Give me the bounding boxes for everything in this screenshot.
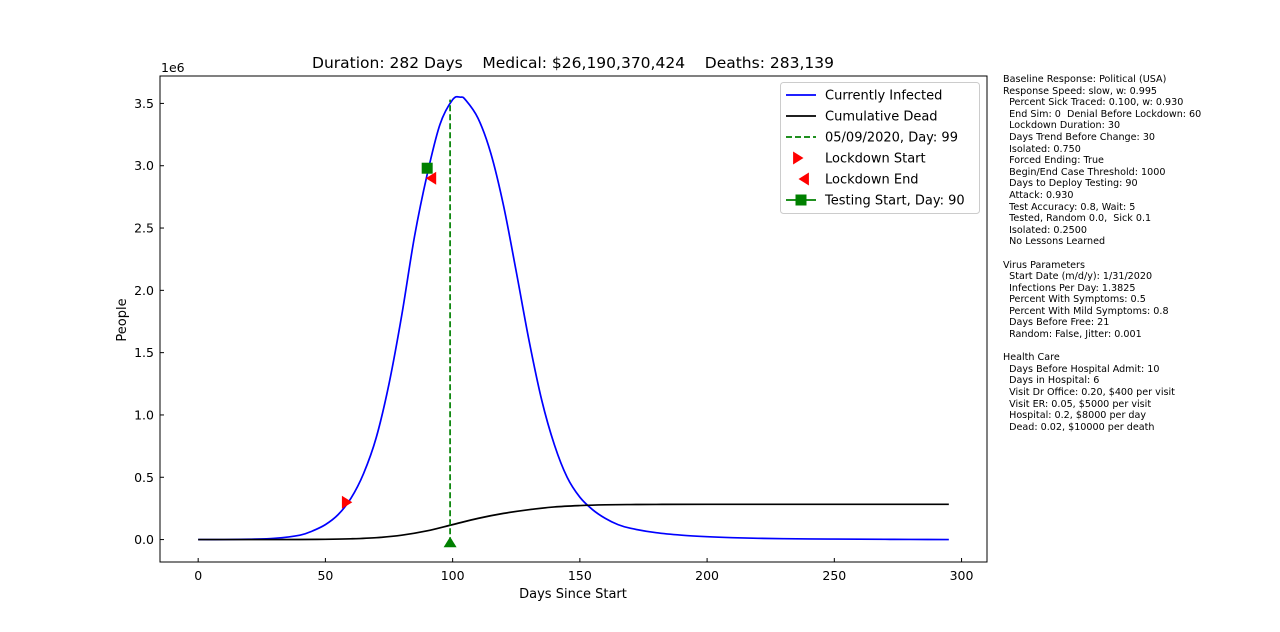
legend-handle [793,151,804,165]
parameter-line: End Sim: 0 Denial Before Lockdown: 60 [1003,108,1202,120]
parameter-line: Random: False, Jitter: 0.001 [1003,329,1142,341]
parameter-line: Percent With Symptoms: 0.5 [1003,294,1146,306]
parameter-line: Baseline Response: Political (USA) [1003,74,1167,85]
parameter-line: Tested, Random 0.0, Sick 0.1 [1003,213,1152,225]
legend-label: 05/09/2020, Day: 99 [825,131,958,146]
parameter-line: Forced Ending: True [1003,155,1104,167]
parameter-line: No Lessons Learned [1003,236,1106,248]
x-tick-label: 100 [441,568,465,583]
series-0-line [198,95,949,541]
series-1-line [198,503,949,541]
y-tick-label: 3.0 [134,158,154,173]
parameter-line: Days Before Hospital Admit: 10 [1003,363,1160,375]
legend-label: Lockdown Start [825,152,926,167]
parameter-line: Isolated: 0.2500 [1003,224,1087,236]
parameter-line: Visit Dr Office: 0.20, $400 per visit [1003,387,1175,399]
y-axis-label: People [115,298,130,341]
legend-handle-marker [795,194,807,206]
parameter-line: Percent With Mild Symptoms: 0.8 [1003,305,1169,317]
series-3-marker [341,495,353,509]
extra-marker-0 [443,536,457,548]
x-axis: 0 50 100 150 200 250 300 [194,558,974,583]
parameter-line: Days in Hospital: 6 [1003,375,1100,387]
parameter-line [1003,341,1273,353]
parameter-line: Hospital: 0.2, $8000 per day [1003,410,1147,422]
parameter-line: Response Speed: slow, w: 0.995 [1003,85,1158,97]
parameter-line: Test Accuracy: 0.8, Wait: 5 [1003,201,1136,213]
x-tick-label: 250 [822,568,846,583]
y-tick-label: 1.0 [134,407,154,422]
plot-area [198,95,949,548]
legend-box [780,82,980,214]
parameter-line: Days Trend Before Change: 30 [1003,131,1156,143]
legend: Currently Infected Cumulative Dead 05/09/2… [780,82,980,214]
parameter-line: Lockdown Duration: 30 [1003,120,1121,132]
parameter-line: Days Before Free: 21 [1003,317,1110,329]
parameters-panel: Baseline Response: Political (USA) Respon… [1003,74,1273,433]
legend-label: Cumulative Dead [825,110,938,125]
parameter-line: Isolated: 0.750 [1003,143,1081,155]
chart-title: Duration: 282 Days Medical: $26,190,370,… [312,54,834,72]
y-tick-label: 3.5 [134,96,154,111]
parameter-line: Begin/End Case Threshold: 1000 [1003,166,1166,178]
series-4-marker [425,171,437,185]
x-tick-label: 150 [568,568,592,583]
y-axis: 0.0 0.5 1.0 1.5 2.0 2.5 3.0 3.5 [134,96,164,547]
parameter-line: Days to Deploy Testing: 90 [1003,178,1138,190]
y-tick-label: 0.5 [134,470,154,485]
series-5-marker [421,162,433,174]
parameter-line: Visit ER: 0.05, $5000 per visit [1003,398,1152,410]
x-tick-label: 300 [950,568,974,583]
parameter-line: Attack: 0.930 [1003,189,1074,201]
x-tick-label: 50 [317,568,333,583]
parameter-line: Infections Per Day: 1.3825 [1003,282,1136,294]
y-tick-label: 0.0 [134,532,154,547]
y-tick-label: 2.0 [134,283,154,298]
parameter-line: Health Care [1003,352,1060,364]
y-tick-label: 2.5 [134,221,154,236]
legend-label: Currently Infected [825,89,942,104]
legend-handle [798,172,809,186]
x-tick-label: 0 [194,568,202,583]
legend-label: Testing Start, Day: 90 [824,194,965,209]
y-offset-label: 1e6 [161,60,185,75]
legend-label: Lockdown End [825,173,919,188]
parameter-line: Virus Parameters [1003,259,1086,271]
plot-frame [159,75,988,563]
parameter-line [1003,248,1273,260]
parameter-line: Start Date (m/d/y): 1/31/2020 [1003,271,1153,283]
parameter-line: Dead: 0.02, $10000 per death [1003,421,1155,433]
y-tick-label: 1.5 [134,345,154,360]
x-tick-label: 200 [695,568,719,583]
x-axis-label: Days Since Start [519,587,627,602]
parameter-line: Percent Sick Traced: 0.100, w: 0.930 [1003,97,1184,109]
